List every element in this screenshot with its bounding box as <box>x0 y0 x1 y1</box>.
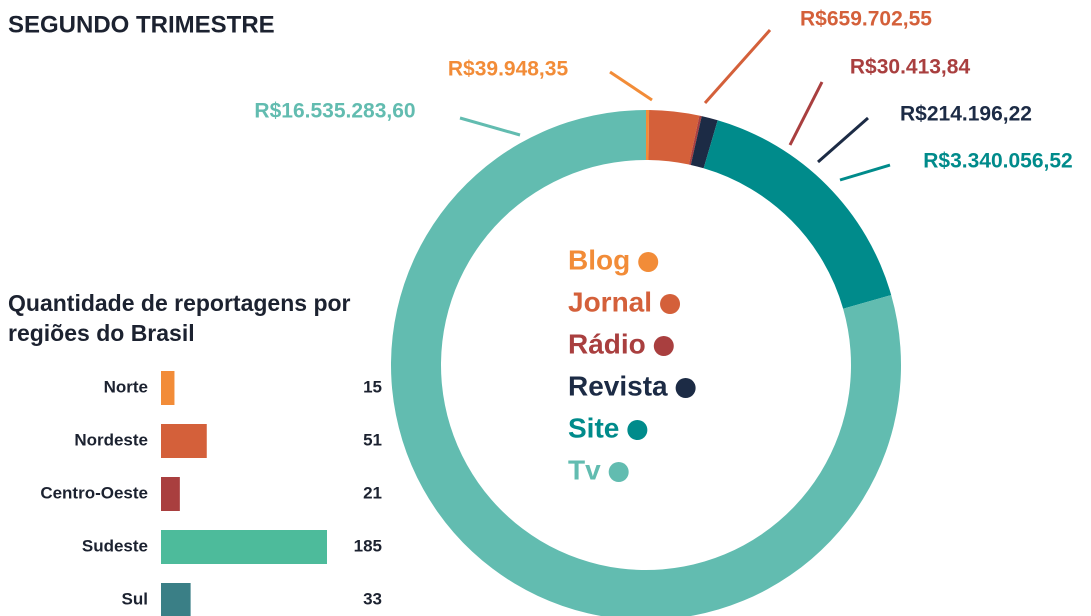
chart-title: SEGUNDO TRIMESTRE <box>8 11 275 38</box>
category-label: Sudeste <box>82 536 148 555</box>
value-label: 33 <box>363 589 382 608</box>
legend-marker <box>675 378 696 398</box>
value-label: R$214.196,22 <box>900 103 1032 126</box>
value-label: 21 <box>363 483 382 502</box>
legend-label: Rádio <box>568 328 646 359</box>
donut-slice <box>648 110 700 165</box>
bar <box>161 424 207 458</box>
legend-marker <box>660 294 681 314</box>
value-label: R$39.948,35 <box>448 58 569 81</box>
category-label: Nordeste <box>74 430 148 449</box>
legend-marker <box>627 420 648 440</box>
value-label: R$659.702,55 <box>800 8 932 31</box>
bar <box>161 477 180 511</box>
value-label: 51 <box>363 430 382 449</box>
category-label: Sul <box>122 589 148 608</box>
donut-slice <box>690 116 718 169</box>
donut-slice <box>688 115 702 165</box>
leader-line <box>839 163 891 182</box>
legend-marker <box>638 252 659 272</box>
bar <box>161 530 327 564</box>
legend-marker <box>608 462 629 482</box>
leader-line <box>609 70 653 102</box>
value-label: 15 <box>363 377 382 396</box>
value-label: 185 <box>354 536 382 555</box>
legend-marker <box>653 336 674 356</box>
legend-label: Tv <box>568 454 601 485</box>
category-label: Norte <box>104 377 148 396</box>
value-label: R$30.413,84 <box>850 56 971 79</box>
legend-label: Revista <box>568 370 668 401</box>
bar <box>161 583 191 616</box>
bar <box>161 371 175 405</box>
donut-slice <box>646 110 650 161</box>
legend-label: Jornal <box>568 286 652 317</box>
category-label: Centro-Oeste <box>40 483 148 502</box>
leader-line <box>817 116 869 164</box>
bar-chart-title: Quantidade de reportagens por regiões do… <box>8 290 351 346</box>
value-label: R$3.340.056,52 <box>923 150 1072 173</box>
leader-line <box>788 81 824 146</box>
legend-label: Site <box>568 412 619 443</box>
legend-label: Blog <box>568 244 630 275</box>
leader-line <box>459 116 521 137</box>
donut-slice <box>703 120 892 309</box>
value-label: R$16.535.283,60 <box>254 100 415 123</box>
leader-line <box>703 29 772 104</box>
